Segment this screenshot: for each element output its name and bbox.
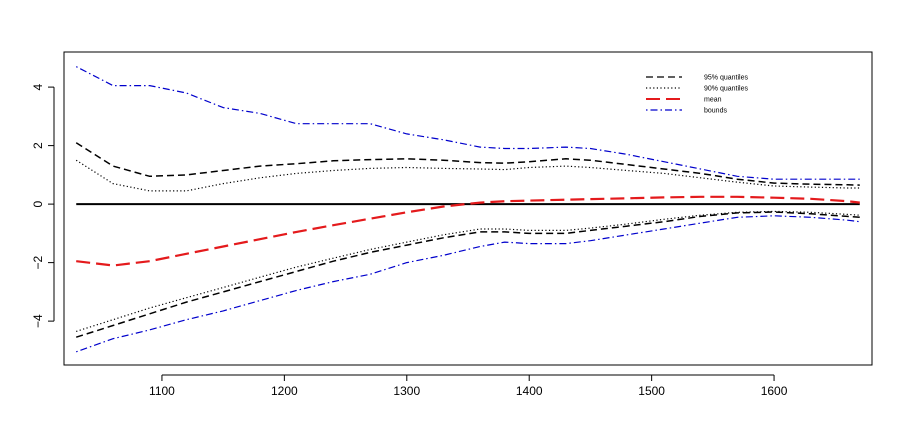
- y-tick-label: 0: [31, 200, 45, 207]
- legend-label: mean: [704, 97, 722, 104]
- y-tick-label: 2: [31, 142, 45, 149]
- series-line-90-quantiles-lower: [76, 210, 860, 332]
- x-tick-label: 1100: [149, 384, 175, 398]
- x-tick-label: 1400: [516, 384, 543, 398]
- plot-frame: [63, 51, 873, 366]
- x-axis: 1100 1200 1300 1400 1500 1600: [149, 374, 788, 398]
- plot-area: [75, 66, 860, 353]
- x-tick-label: 1500: [638, 384, 665, 398]
- legend-entry: bounds: [646, 108, 727, 115]
- series-line-bounds-upper: [75, 66, 860, 180]
- x-tick-label: 1600: [761, 384, 788, 398]
- series-line-bounds-lower: [75, 215, 860, 353]
- y-axis: −4 −2 0 2 4: [31, 83, 55, 328]
- legend-entry: mean: [646, 97, 722, 104]
- y-tick-label: −2: [31, 255, 45, 269]
- legend-label: 90% quantiles: [704, 86, 748, 93]
- legend-entry: 90% quantiles: [646, 86, 748, 93]
- legend-label: bounds: [704, 108, 727, 115]
- y-tick-label: −4: [31, 314, 45, 328]
- legend: 95% quantiles 90% quantiles mean bounds: [646, 75, 748, 115]
- y-tick-label: 4: [31, 83, 45, 90]
- series-line-90-quantiles-upper: [75, 159, 860, 192]
- series-line-mean-center: [76, 195, 860, 267]
- legend-label: 95% quantiles: [704, 75, 748, 82]
- series-line-95-quantiles-upper: [75, 142, 860, 186]
- x-tick-label: 1200: [271, 384, 298, 398]
- x-tick-label: 1300: [393, 384, 420, 398]
- legend-entry: 95% quantiles: [646, 75, 748, 82]
